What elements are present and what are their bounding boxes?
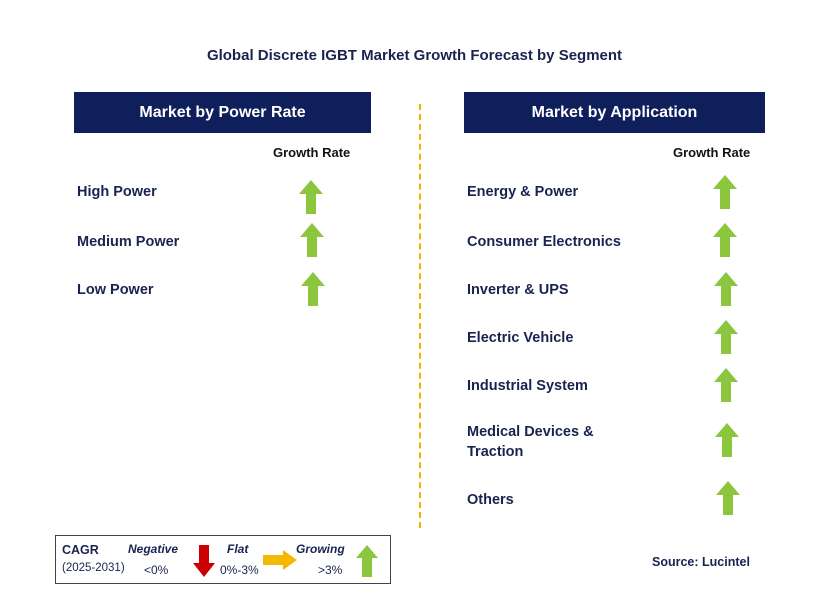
application-row-label: Electric Vehicle (467, 330, 574, 346)
legend-cagr-label: CAGR (62, 543, 99, 557)
application-row-label-line2: Traction (467, 444, 524, 460)
up-arrow-icon (715, 423, 739, 457)
right-arrow-icon (263, 550, 297, 570)
legend-growing-label: Growing (296, 542, 345, 556)
legend-period: (2025-2031) (62, 562, 125, 574)
application-growth-rate-label: Growth Rate (673, 145, 751, 160)
legend-flat-label: Flat (227, 542, 249, 556)
application-row-label: Energy & Power (467, 184, 579, 200)
up-arrow-icon (716, 481, 740, 515)
power-rate-row-label: High Power (77, 184, 157, 200)
power-rate-row-label: Medium Power (77, 234, 180, 250)
source-note: Source: Lucintel (652, 555, 750, 569)
application-row-label: Industrial System (467, 378, 588, 394)
up-arrow-icon (714, 272, 738, 306)
cagr-legend: CAGR (2025-2031) Negative <0% Flat 0%-3%… (55, 535, 391, 584)
up-arrow-icon (714, 320, 738, 354)
power-rate-row-label: Low Power (77, 282, 154, 298)
legend-negative-label: Negative (128, 542, 179, 556)
up-arrow-icon (713, 223, 737, 257)
legend-flat-range: 0%-3% (220, 563, 259, 577)
power-rate-header: Market by Power Rate (74, 92, 371, 133)
up-arrow-icon (713, 175, 737, 209)
application-row-label: Consumer Electronics (467, 234, 621, 250)
application-row-label: Inverter & UPS (467, 282, 569, 298)
panel-divider (419, 104, 421, 528)
application-header-label: Market by Application (531, 103, 698, 121)
up-arrow-icon (356, 545, 378, 577)
application-row-label: Others (467, 492, 514, 508)
down-arrow-icon (193, 545, 215, 577)
power-rate-growth-rate-label: Growth Rate (273, 145, 351, 160)
application-row-label: Medical Devices & Traction (467, 422, 594, 462)
legend-negative-range: <0% (144, 563, 169, 577)
legend-growing-range: >3% (318, 563, 343, 577)
application-row-label-line1: Medical Devices & (467, 424, 594, 440)
application-header: Market by Application (464, 92, 765, 133)
power-rate-header-label: Market by Power Rate (139, 103, 306, 121)
up-arrow-icon (714, 368, 738, 402)
up-arrow-icon (299, 180, 323, 214)
page-title: Global Discrete IGBT Market Growth Forec… (206, 47, 623, 64)
up-arrow-icon (301, 272, 325, 306)
up-arrow-icon (300, 223, 324, 257)
